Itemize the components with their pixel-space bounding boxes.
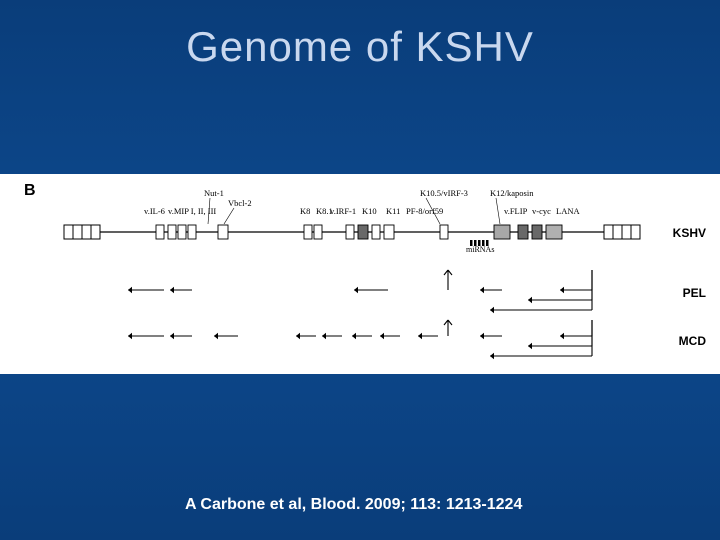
svg-text:v-cyc: v-cyc	[532, 206, 551, 216]
svg-text:K11: K11	[386, 206, 400, 216]
slide: Genome of KSHV B KSHV PEL MCD miRNAsv.IL…	[0, 0, 720, 540]
citation: A Carbone et al, Blood. 2009; 113: 1213-…	[185, 496, 522, 514]
svg-text:PF-8/orf59: PF-8/orf59	[406, 206, 443, 216]
svg-text:K10: K10	[362, 206, 377, 216]
title-box: Genome of KSHV	[90, 12, 630, 82]
genome-svg: miRNAsv.IL-6v.MIP I, II, IIINut-1Vbcl-2K…	[0, 174, 720, 374]
svg-text:v.IRF-1: v.IRF-1	[330, 206, 356, 216]
svg-text:Vbcl-2: Vbcl-2	[228, 198, 252, 208]
svg-text:K8: K8	[300, 206, 310, 216]
genome-figure: B KSHV PEL MCD miRNAsv.IL-6v.MIP I, II, …	[0, 174, 720, 374]
svg-text:K12/kaposin: K12/kaposin	[490, 188, 534, 198]
svg-text:K10.5/vIRF-3: K10.5/vIRF-3	[420, 188, 468, 198]
svg-text:v.FLIP: v.FLIP	[504, 206, 528, 216]
svg-text:miRNAs: miRNAs	[466, 245, 494, 254]
svg-text:LANA: LANA	[556, 206, 580, 216]
slide-title: Genome of KSHV	[186, 23, 534, 71]
svg-text:v.IL-6: v.IL-6	[144, 206, 165, 216]
svg-text:Nut-1: Nut-1	[204, 188, 224, 198]
